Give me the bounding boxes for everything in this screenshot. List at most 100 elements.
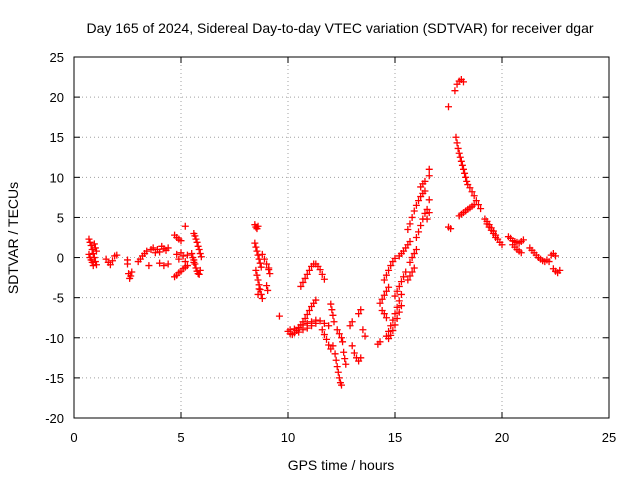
data-point [492,234,500,241]
y-tick-label: 10 [50,170,64,185]
data-point [257,263,265,271]
data-point [253,271,261,279]
data-point [194,242,202,250]
data-point [255,285,263,293]
data-point [425,172,433,180]
data-point [325,322,333,330]
data-point [113,251,121,259]
data-point [85,250,93,258]
data-point [357,354,365,362]
data-point [252,243,260,251]
y-tick-label: -15 [45,371,64,386]
data-point [127,272,135,280]
data-point [109,257,117,265]
data-point [308,322,316,330]
data-point [445,103,452,111]
data-point [192,264,200,272]
data-point [452,133,460,141]
data-point [415,197,423,205]
data-point [305,307,313,315]
data-point [164,244,172,252]
x-tick-label: 25 [602,430,616,445]
data-point [329,342,337,350]
data-point [191,232,199,240]
data-point [387,262,395,270]
data-point [552,252,559,260]
data-point [340,348,348,356]
data-point [387,322,395,330]
data-point [425,196,433,204]
data-point [305,266,313,274]
data-point [258,294,266,302]
data-point [453,139,461,147]
data-point [397,290,405,298]
data-point [195,246,203,254]
data-point [335,330,343,338]
data-point [415,228,423,236]
data-point [254,251,262,259]
data-point [459,165,467,173]
data-point [175,255,183,263]
x-tick-label: 0 [70,430,77,445]
data-point [519,236,527,244]
data-point [156,248,164,256]
data-point [389,327,397,335]
plot-frame [73,56,610,419]
data-point [389,316,397,324]
data-point [451,87,459,95]
data-point [193,238,201,246]
x-axis-label: GPS time / hours [288,457,395,473]
data-point [189,254,197,262]
y-axis-label: SDTVAR / TECUs [5,182,21,294]
data-point [457,157,465,165]
data-point [385,266,393,274]
data-point [181,222,189,230]
data-point [425,209,433,217]
x-tick-label: 10 [281,430,295,445]
data-point [423,215,431,223]
data-point [190,258,198,266]
data-point [393,315,401,323]
data-point [382,287,390,295]
y-tick-label: -5 [52,291,64,306]
data-point [124,260,131,268]
data-point [412,246,420,254]
data-point [256,286,264,294]
data-point [477,205,485,213]
data-point [254,222,262,230]
data-point [466,184,474,192]
data-point [454,144,462,152]
data-point [85,235,93,243]
data-point [456,153,464,161]
data-point [333,326,341,334]
data-point [299,326,307,334]
data-point [183,262,191,270]
data-point [391,292,399,300]
data-point [320,275,328,283]
data-point [357,306,365,314]
data-point [391,321,399,329]
y-tick-label: -20 [45,411,64,426]
data-point [335,374,343,382]
data-point [361,332,369,340]
data-point [195,270,203,278]
data-point [406,238,414,246]
data-point [320,331,328,339]
data-point [301,315,309,323]
data-point [156,259,164,267]
data-point [406,272,414,280]
data-point [408,254,416,262]
data-point [348,318,356,326]
data-point [385,327,393,335]
data-point [498,241,506,249]
data-point [380,291,388,299]
data-point [92,261,100,269]
data-point [266,270,274,278]
x-tick-label: 15 [388,430,402,445]
data-point [355,310,363,318]
data-point [459,78,467,86]
data-point [164,260,172,268]
y-tick-label: 5 [57,210,64,225]
data-point [92,247,100,255]
data-point [318,326,326,334]
